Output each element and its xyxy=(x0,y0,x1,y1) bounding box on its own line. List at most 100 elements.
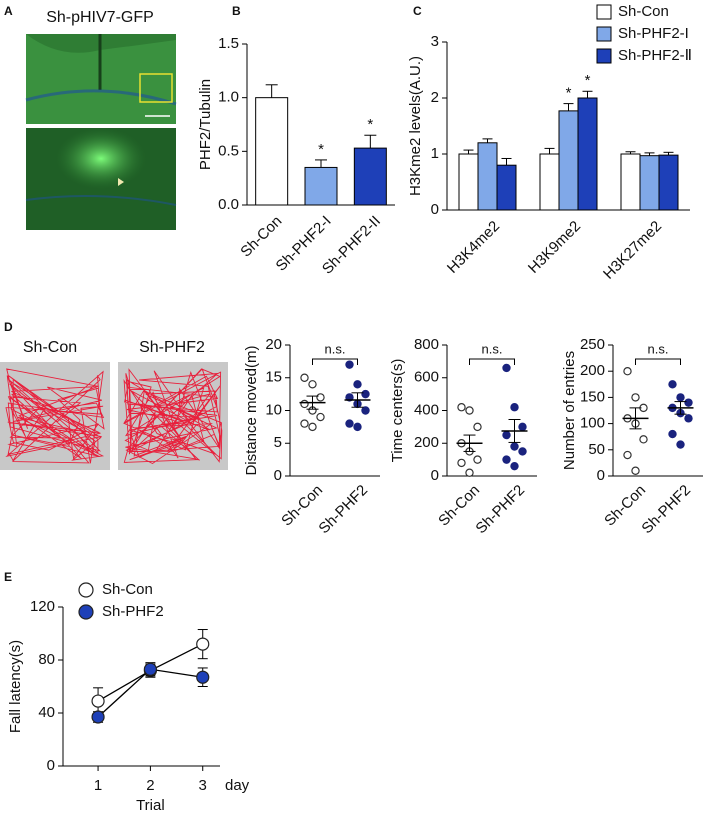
bar xyxy=(496,164,517,211)
y-axis-label: Fall latency(s) xyxy=(7,640,24,733)
x-tick-label: H3K4me2 xyxy=(444,218,503,277)
y-tick-label: 1 xyxy=(431,145,439,162)
data-point xyxy=(639,435,648,444)
legend-swatch xyxy=(596,48,612,64)
data-point xyxy=(196,637,210,651)
data-point xyxy=(631,466,640,475)
panel-label: C xyxy=(413,4,422,18)
micrograph-bottom xyxy=(25,128,177,230)
legend-swatch xyxy=(596,4,612,20)
y-axis-label: Number of entries xyxy=(561,351,578,470)
comparison-label: n.s. xyxy=(482,341,503,356)
bar xyxy=(255,97,289,206)
data-point xyxy=(502,455,511,464)
y-axis-label: PHF2/Tubulin xyxy=(197,79,214,170)
data-point xyxy=(361,389,370,399)
data-point xyxy=(623,450,632,460)
data-point xyxy=(300,373,309,382)
image-title: Sh-pHIV7-GFP xyxy=(46,9,154,26)
y-tick-label: 120 xyxy=(30,598,55,615)
legend-label: Sh-Con xyxy=(102,581,153,598)
y-tick-label: 3 xyxy=(431,33,439,50)
data-point xyxy=(143,662,157,676)
data-point xyxy=(684,414,693,423)
x-tick-label: 2 xyxy=(146,777,154,794)
bar xyxy=(577,97,598,211)
y-tick-label: 1.5 xyxy=(218,35,239,52)
y-tick-label: 20 xyxy=(265,336,282,353)
panel-label: A xyxy=(4,4,13,18)
x-tick-label: 1 xyxy=(94,777,102,794)
x-tick-label: H3K27me2 xyxy=(600,218,665,283)
comparison-label: n.s. xyxy=(325,341,346,356)
y-tick-label: 2 xyxy=(431,89,439,106)
data-point xyxy=(668,380,677,389)
legend-label: Sh-Con xyxy=(618,3,669,20)
group-label: Sh-PHF2 xyxy=(139,339,205,356)
data-point xyxy=(345,419,354,428)
data-point xyxy=(676,440,685,449)
bar xyxy=(658,154,679,211)
y-tick-label: 1.0 xyxy=(218,89,239,106)
bar xyxy=(458,153,479,211)
data-point xyxy=(623,367,632,376)
bar xyxy=(353,147,387,206)
x-unit: day xyxy=(225,777,250,794)
data-point xyxy=(308,422,317,432)
x-axis-label: Trial xyxy=(136,797,165,814)
y-tick-label: 600 xyxy=(414,369,439,386)
comparison-bracket xyxy=(312,358,358,365)
comparison-bracket xyxy=(469,358,515,365)
data-point xyxy=(502,363,511,373)
significance: * xyxy=(367,116,373,133)
data-point xyxy=(308,380,317,389)
x-tick-label: 3 xyxy=(199,777,207,794)
y-tick-label: 0 xyxy=(274,467,282,484)
data-point xyxy=(316,412,325,422)
y-tick-label: 0.0 xyxy=(218,196,239,213)
micrograph-top xyxy=(25,34,177,124)
x-tick-label: H3K9me2 xyxy=(525,218,584,277)
bar xyxy=(558,110,579,211)
data-point xyxy=(668,429,677,439)
y-tick-label: 150 xyxy=(580,388,605,405)
panel-label: B xyxy=(232,4,241,18)
x-tick-label: Sh-PHF2 xyxy=(638,482,694,538)
significance: * xyxy=(566,85,572,102)
data-point xyxy=(91,710,105,724)
data-point xyxy=(631,393,640,402)
y-tick-label: 0 xyxy=(597,467,605,484)
y-axis-label: Time centers(s) xyxy=(389,359,406,463)
data-point xyxy=(457,403,466,412)
panel-label: E xyxy=(4,570,12,584)
data-point xyxy=(300,419,309,428)
data-point xyxy=(518,447,527,456)
y-tick-label: 200 xyxy=(414,434,439,451)
legend-marker xyxy=(78,604,94,620)
x-tick-label: Sh-PHF2 xyxy=(472,482,528,538)
track xyxy=(123,368,223,465)
y-tick-label: 40 xyxy=(38,704,55,721)
y-axis-label: Distance moved(m) xyxy=(243,345,260,475)
data-point xyxy=(345,360,354,369)
legend-swatch xyxy=(596,26,612,42)
x-tick-label: Sh-Con xyxy=(237,213,285,261)
data-point xyxy=(684,398,693,407)
data-point xyxy=(510,442,519,451)
y-tick-label: 0 xyxy=(431,201,439,218)
legend-label: Sh-PHF2 xyxy=(102,603,164,620)
y-tick-label: 0.5 xyxy=(218,142,239,159)
data-point xyxy=(91,694,105,708)
data-point xyxy=(196,670,210,684)
bar xyxy=(477,142,498,211)
data-point xyxy=(518,422,527,432)
y-tick-label: 100 xyxy=(580,415,605,432)
bar xyxy=(639,155,660,211)
data-point xyxy=(345,393,354,402)
data-point xyxy=(353,422,362,432)
legend-label: Sh-PHF2-Ⅱ xyxy=(618,47,692,64)
data-point xyxy=(510,461,519,471)
comparison-label: n.s. xyxy=(648,341,669,356)
bar xyxy=(304,166,338,206)
